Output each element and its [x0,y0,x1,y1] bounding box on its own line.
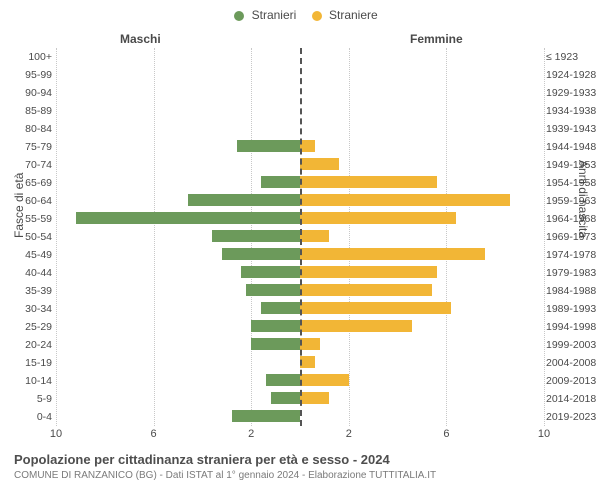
bar-female [300,230,329,242]
bar-female [300,356,315,368]
ylabel-birth: 1949-1953 [546,159,600,171]
legend-swatch-f [312,11,322,21]
bar-female [300,248,485,260]
bar-female [300,374,349,386]
ylabel-birth: 1954-1958 [546,177,600,189]
ylabel-age: 60-64 [4,195,52,207]
bar-male [251,338,300,350]
ylabel-birth: 1974-1978 [546,249,600,261]
bar-female [300,176,437,188]
bar-male [222,248,300,260]
bar-male [251,320,300,332]
x-tick-label: 6 [151,428,157,440]
ylabel-age: 45-49 [4,249,52,261]
ylabel-birth: 1959-1963 [546,195,600,207]
ylabel-age: 10-14 [4,375,52,387]
ylabel-birth: 1924-1928 [546,69,600,81]
ylabel-birth: 1979-1983 [546,267,600,279]
col-header-maschi: Maschi [120,32,161,46]
baseline [300,48,302,426]
bar-female [300,140,315,152]
gridline [154,48,155,426]
bar-male [237,140,300,152]
bar-female [300,338,320,350]
ylabel-birth: 1969-1973 [546,231,600,243]
gridline [446,48,447,426]
ylabel-age: 15-19 [4,357,52,369]
x-tick-label: 10 [50,428,62,440]
x-tick-label: 2 [248,428,254,440]
ylabel-age: 100+ [4,51,52,63]
ylabel-age: 95-99 [4,69,52,81]
legend: Stranieri Straniere [0,8,600,22]
x-tick-label: 10 [538,428,550,440]
bar-female [300,302,451,314]
footer-title: Popolazione per cittadinanza straniera p… [14,452,390,467]
ylabel-birth: 2014-2018 [546,393,600,405]
ylabel-age: 5-9 [4,393,52,405]
ylabel-birth: 2009-2013 [546,375,600,387]
plot-area: 100+≤ 192395-991924-192890-941929-193385… [56,48,544,426]
ylabel-age: 20-24 [4,339,52,351]
ylabel-birth: 2019-2023 [546,411,600,423]
bar-male [232,410,300,422]
footer-subtitle: COMUNE DI RANZANICO (BG) - Dati ISTAT al… [14,470,436,481]
bar-female [300,284,432,296]
ylabel-birth: 1964-1968 [546,213,600,225]
ylabel-birth: 1994-1998 [546,321,600,333]
ylabel-birth: 1944-1948 [546,141,600,153]
ylabel-age: 80-84 [4,123,52,135]
ylabel-age: 65-69 [4,177,52,189]
bar-female [300,320,412,332]
bar-male [241,266,300,278]
bar-male [271,392,300,404]
ylabel-age: 75-79 [4,141,52,153]
ylabel-birth: 1989-1993 [546,303,600,315]
legend-label-f: Straniere [329,8,378,22]
gridline [544,48,545,426]
x-tick-label: 6 [443,428,449,440]
ylabel-age: 85-89 [4,105,52,117]
legend-swatch-m [234,11,244,21]
ylabel-birth: 1929-1933 [546,87,600,99]
bar-female [300,194,510,206]
bar-male [261,176,300,188]
ylabel-birth: 1939-1943 [546,123,600,135]
bar-male [261,302,300,314]
ylabel-birth: 1984-1988 [546,285,600,297]
ylabel-age: 40-44 [4,267,52,279]
ylabel-age: 35-39 [4,285,52,297]
ylabel-age: 70-74 [4,159,52,171]
ylabel-birth: 1934-1938 [546,105,600,117]
x-tick-label: 2 [346,428,352,440]
bar-male [212,230,300,242]
ylabel-birth: ≤ 1923 [546,51,600,63]
ylabel-age: 50-54 [4,231,52,243]
bar-male [76,212,300,224]
bar-female [300,266,437,278]
bar-female [300,392,329,404]
ylabel-age: 90-94 [4,87,52,99]
col-header-femmine: Femmine [410,32,463,46]
ylabel-age: 30-34 [4,303,52,315]
bar-male [246,284,300,296]
legend-label-m: Stranieri [252,8,297,22]
ylabel-age: 0-4 [4,411,52,423]
bar-female [300,158,339,170]
gridline [349,48,350,426]
ylabel-age: 25-29 [4,321,52,333]
ylabel-birth: 1999-2003 [546,339,600,351]
ylabel-age: 55-59 [4,213,52,225]
ylabel-birth: 2004-2008 [546,357,600,369]
gridline [56,48,57,426]
bar-male [266,374,300,386]
bar-male [188,194,300,206]
bar-female [300,212,456,224]
